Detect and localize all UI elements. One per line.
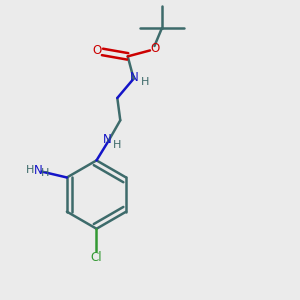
Text: H: H <box>141 77 149 87</box>
Text: H: H <box>113 140 122 150</box>
Text: O: O <box>151 42 160 55</box>
Text: N: N <box>34 164 42 177</box>
Text: N: N <box>103 134 111 146</box>
Text: O: O <box>92 44 102 57</box>
Text: N: N <box>130 71 139 84</box>
Text: Cl: Cl <box>91 251 102 264</box>
Text: H: H <box>26 165 34 176</box>
Text: H: H <box>41 168 50 178</box>
